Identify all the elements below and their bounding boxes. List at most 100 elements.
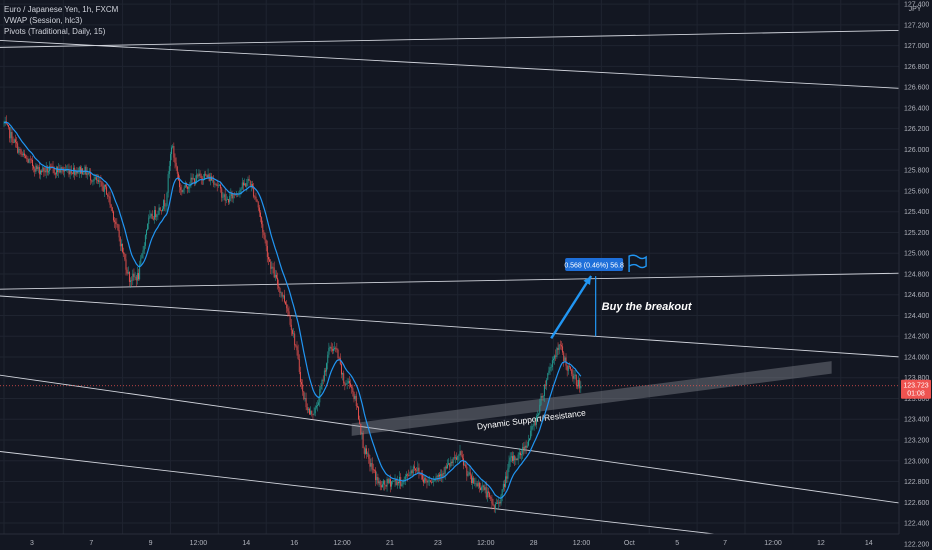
candle-body — [257, 202, 259, 208]
trend-line[interactable] — [0, 449, 916, 550]
candle-body — [11, 131, 13, 143]
trend-line[interactable] — [0, 272, 916, 290]
candle-body — [279, 287, 281, 293]
candle-body — [428, 480, 430, 482]
candle-body — [497, 502, 499, 504]
candle-body — [303, 391, 305, 400]
candle-body — [309, 408, 310, 415]
candle-body — [312, 414, 314, 415]
support-resistance-zone[interactable] — [351, 361, 832, 436]
candle-body — [159, 207, 161, 211]
candle-body — [167, 174, 169, 193]
candle-body — [185, 182, 187, 187]
candle-body — [30, 159, 32, 161]
currency-label: JPY — [909, 6, 922, 13]
candle-body — [151, 213, 153, 219]
candle-body — [182, 189, 184, 193]
candle-body — [396, 481, 398, 486]
candle-body — [470, 475, 472, 484]
candle-body — [181, 190, 183, 193]
candle-body — [188, 186, 190, 189]
candle-body — [21, 154, 23, 155]
y-tick-label: 126.200 — [904, 126, 929, 133]
candle-body — [266, 245, 268, 257]
candle-body — [122, 243, 124, 252]
candle-body — [35, 165, 37, 172]
candle-body — [413, 466, 415, 469]
candle-body — [36, 165, 38, 170]
candle-body — [525, 445, 527, 448]
candle-body — [285, 301, 287, 305]
candle-body — [250, 184, 252, 187]
candle-body — [531, 426, 533, 431]
candle-body — [103, 184, 105, 192]
candle-body — [519, 452, 521, 456]
trend-line[interactable] — [0, 373, 916, 506]
candle-body — [299, 371, 301, 383]
candle-body — [180, 187, 182, 191]
symbol-title[interactable]: Euro / Japanese Yen, 1h, FXCM — [4, 5, 119, 14]
candle-body — [363, 448, 365, 454]
candle-body — [114, 220, 116, 222]
candle-body — [529, 438, 530, 441]
candle-body — [331, 348, 333, 351]
candle-body — [462, 458, 464, 466]
candle-body — [92, 181, 94, 182]
y-tick-label: 124.800 — [904, 271, 929, 278]
candle-body — [310, 410, 312, 415]
candle-body — [143, 245, 145, 251]
candle-body — [551, 360, 553, 368]
candle-body — [579, 379, 581, 389]
candle-body — [550, 367, 552, 368]
candle-body — [278, 285, 280, 288]
candle-body — [449, 463, 451, 467]
candle-body — [535, 416, 537, 425]
trend-line[interactable] — [0, 295, 916, 358]
candle-body — [164, 200, 166, 207]
candle-body — [112, 211, 114, 221]
candle-body — [273, 267, 275, 278]
y-tick-label: 126.600 — [904, 85, 929, 92]
candle-body — [288, 311, 290, 316]
candle-body — [527, 440, 529, 446]
candle-body — [9, 127, 11, 139]
candle-body — [421, 475, 423, 480]
candle-body — [420, 474, 422, 476]
candle-body — [260, 212, 261, 218]
candle-body — [249, 180, 251, 187]
x-tick-label: 7 — [89, 540, 93, 547]
candle-body — [253, 187, 255, 197]
current-price-badge — [901, 379, 931, 399]
trend-line[interactable] — [0, 39, 916, 89]
vwap-indicator-label[interactable]: VWAP (Session, hlc3) — [4, 16, 83, 25]
candle-body — [554, 355, 556, 359]
y-tick-label: 123.000 — [904, 458, 929, 465]
candle-body — [467, 474, 469, 476]
candle-body — [387, 479, 389, 483]
candle-body — [423, 479, 424, 483]
candle-body — [564, 357, 566, 361]
candle-body — [93, 178, 95, 182]
candle-body — [377, 477, 379, 484]
candle-body — [545, 384, 546, 386]
trend-line[interactable] — [0, 29, 916, 48]
pivots-indicator-label[interactable]: Pivots (Traditional, Daily, 15) — [4, 27, 106, 36]
candle-body — [37, 166, 39, 170]
candle-body — [265, 240, 267, 246]
candle-body — [391, 481, 393, 487]
candle-body — [561, 345, 562, 347]
candle-body — [46, 166, 48, 173]
time-axis[interactable]: 3 7 9 12:00 14 16 12:00 21 23 12:00 28 12:00 Oct 5 7 12… — [0, 533, 899, 547]
candle-body — [369, 458, 371, 467]
candle-body — [424, 477, 426, 483]
candle-body — [276, 274, 277, 278]
candle-body — [522, 446, 524, 455]
candle-body — [547, 373, 549, 380]
candle-body — [8, 125, 10, 128]
candle-body — [314, 407, 316, 414]
candle-body — [379, 481, 381, 486]
candle-body — [296, 346, 298, 351]
